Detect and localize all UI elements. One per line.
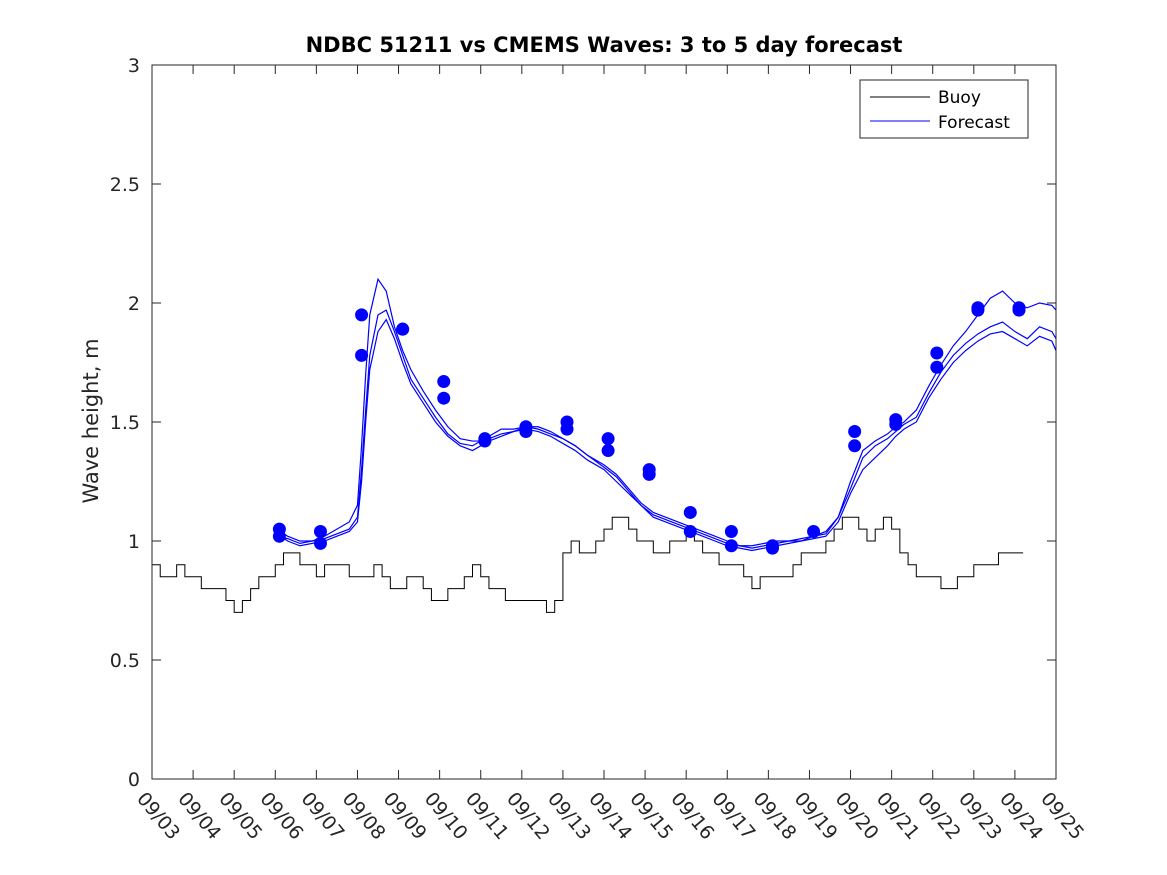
axis-ticks (151, 64, 1057, 780)
y-tick-label: 2 (128, 293, 140, 315)
forecast-series (276, 277, 1057, 552)
y-tick-label: 2.5 (110, 174, 140, 196)
forecast-marker (683, 505, 697, 519)
forecast-marker (272, 529, 286, 543)
forecast-marker (971, 303, 985, 317)
forecast-marker (601, 432, 615, 446)
forecast-marker (396, 322, 410, 336)
forecast-marker (313, 524, 327, 538)
forecast-marker (765, 539, 779, 553)
forecast-marker (519, 425, 533, 439)
y-tick-label: 3 (128, 55, 140, 77)
legend: Buoy Forecast (859, 79, 1029, 139)
forecast-marker (724, 539, 738, 553)
forecast-marker (724, 524, 738, 538)
y-tick-label: 1.5 (110, 412, 140, 434)
forecast-marker (437, 375, 451, 389)
forecast-marker (930, 346, 944, 360)
forecast-marker (437, 391, 451, 405)
forecast-markers (272, 301, 1026, 555)
plot-area: 00.511.522.53 09/0309/0409/0509/0609/070… (110, 55, 1088, 844)
forecast-line-3 (276, 318, 1057, 552)
forecast-marker (683, 524, 697, 538)
forecast-marker (807, 524, 821, 538)
axes-box (151, 64, 1057, 780)
forecast-marker (560, 422, 574, 436)
forecast-marker (478, 434, 492, 448)
y-axis-label: Wave height, m (79, 338, 103, 503)
axes-background (152, 65, 1056, 779)
forecast-marker (601, 444, 615, 458)
forecast-marker (889, 417, 903, 431)
chart-title: NDBC 51211 vs CMEMS Waves: 3 to 5 day fo… (306, 33, 903, 57)
buoy-line (152, 516, 1024, 613)
forecast-marker (642, 467, 656, 481)
legend-box (859, 79, 1029, 139)
y-tick-label: 0 (128, 769, 140, 791)
y-tick-label: 0.5 (110, 650, 140, 672)
forecast-line-2 (277, 309, 1057, 549)
forecast-marker (848, 425, 862, 439)
forecast-marker (313, 536, 327, 550)
forecast-marker (848, 439, 862, 453)
forecast-marker (1012, 303, 1026, 317)
forecast-line-1 (276, 277, 1057, 547)
legend-buoy-label: Buoy (938, 88, 981, 108)
forecast-marker (355, 308, 369, 322)
y-tick-labels: 0 0.5 1 1.5 2 2.5 3 (110, 55, 140, 791)
buoy-series (152, 516, 1024, 613)
y-tick-label: 1 (128, 531, 140, 553)
forecast-marker (930, 360, 944, 374)
forecast-marker (355, 348, 369, 362)
legend-forecast-label: Forecast (938, 113, 1010, 133)
